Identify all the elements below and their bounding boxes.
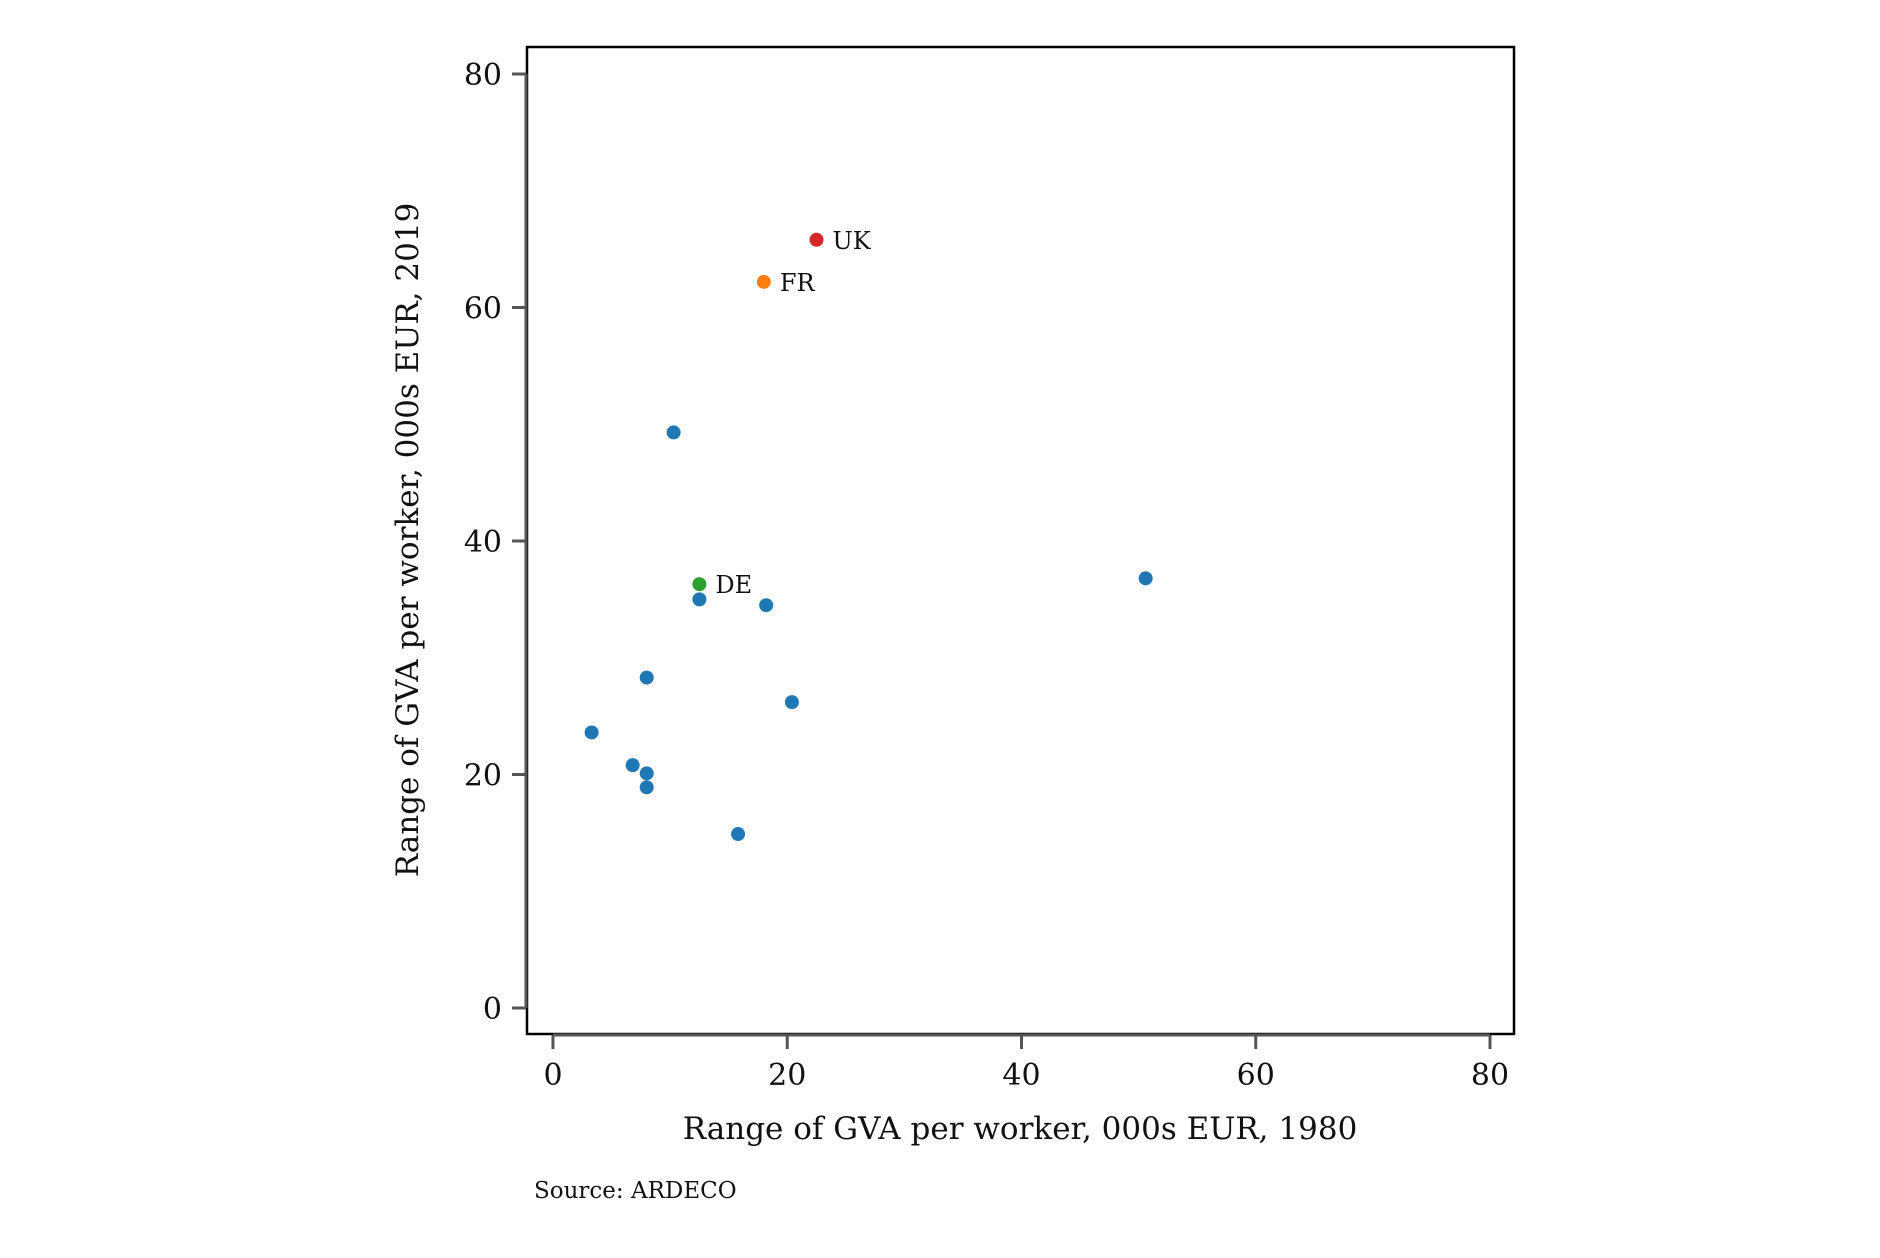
data-point [692,592,707,607]
data-points [584,232,1153,842]
data-point-fr [756,274,771,289]
data-point [731,827,746,842]
y-tick-label: 40 [464,525,502,560]
source-note: Source: ARDECO [534,1178,737,1204]
data-point [1138,571,1153,586]
x-axis-title: Range of GVA per worker, 000s EUR, 1980 [683,1111,1358,1147]
point-label-uk: UK [833,227,872,255]
data-point [639,780,654,795]
x-tick-label: 20 [768,1058,806,1093]
data-point [759,598,774,613]
data-point [639,670,654,685]
x-tick-label: 80 [1471,1058,1509,1093]
y-tick-label: 60 [464,292,502,327]
point-labels: UK FR DE [715,227,871,599]
data-point [784,695,799,710]
y-axis: 0 20 40 60 80 [464,58,528,1027]
y-tick-label: 20 [464,759,502,794]
data-point [639,766,654,781]
data-point [666,425,681,440]
x-tick-label: 0 [543,1058,562,1093]
data-point [625,758,640,773]
data-point-de [692,577,707,592]
data-point [584,725,599,740]
data-point-uk [809,232,824,247]
y-axis-title: Range of GVA per worker, 000s EUR, 2019 [390,203,426,878]
y-tick-label: 80 [464,58,502,93]
point-label-fr: FR [780,269,816,297]
y-tick-label: 0 [483,992,502,1027]
x-axis: 0 20 40 60 80 [543,1033,1509,1093]
point-label-de: DE [715,571,752,599]
x-tick-label: 40 [1002,1058,1040,1093]
plot-frame [525,45,1516,1036]
x-tick-label: 60 [1237,1058,1275,1093]
